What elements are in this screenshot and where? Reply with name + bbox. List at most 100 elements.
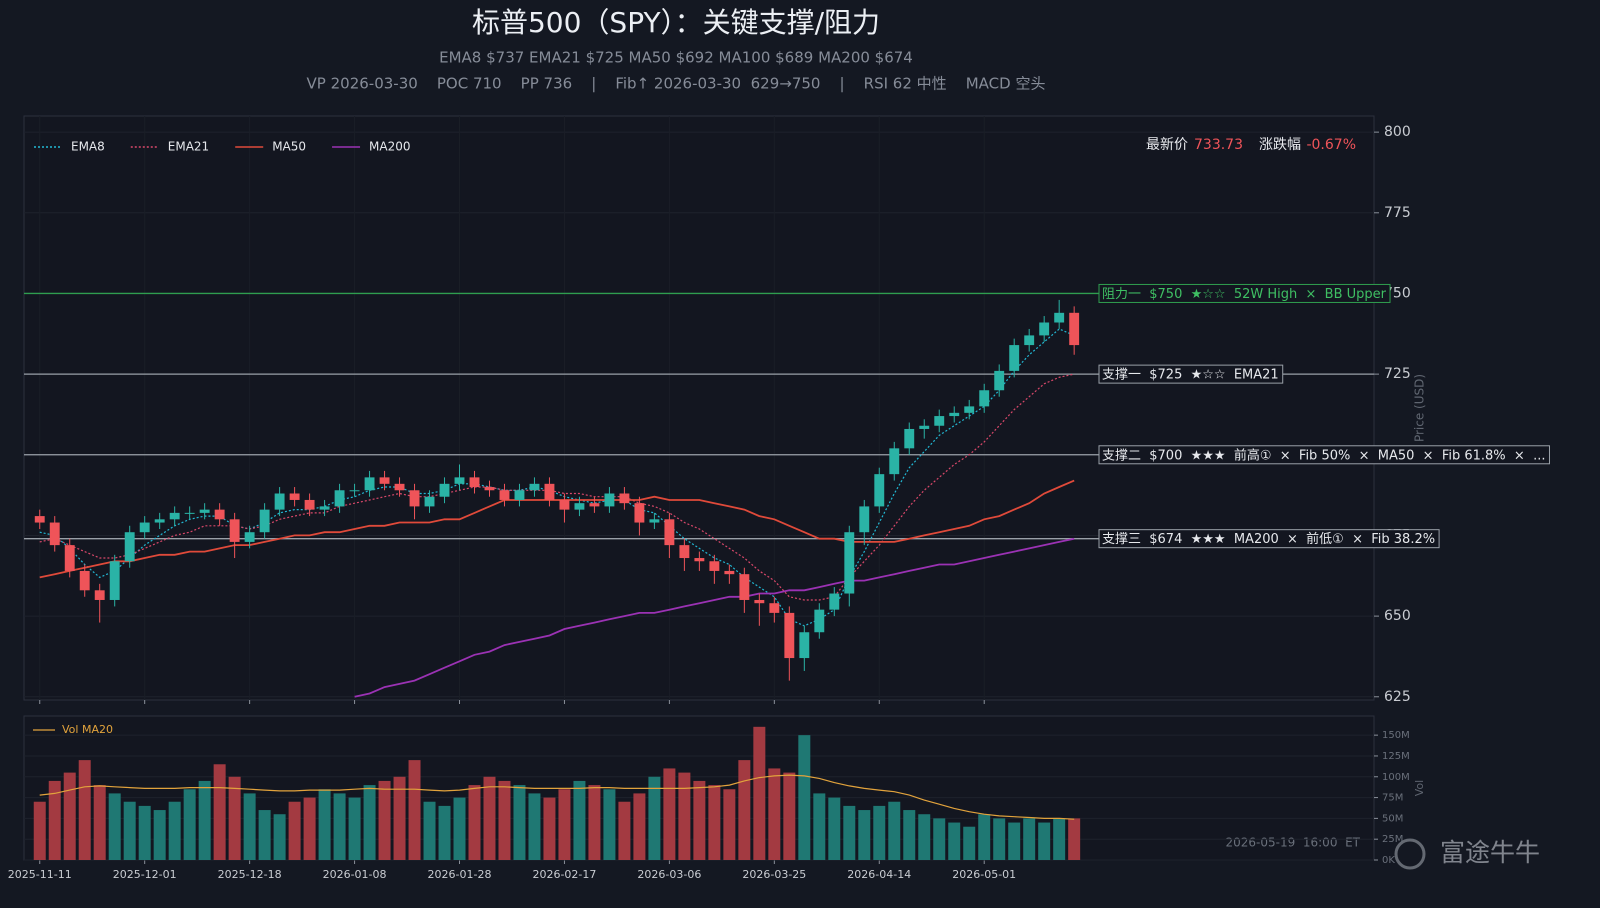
- candle-body: [304, 499, 315, 510]
- candle-body: [274, 493, 285, 510]
- volume-bar: [828, 797, 841, 860]
- candle-body: [694, 558, 705, 562]
- level-label-box: [1098, 283, 1391, 303]
- volume-bar: [993, 818, 1006, 860]
- x-tick-label: 2026-01-28: [428, 868, 492, 881]
- volume-bar: [903, 810, 916, 860]
- level-label-box: [1098, 445, 1550, 465]
- price-label: 最新价: [1146, 137, 1188, 153]
- volume-bar: [453, 797, 466, 860]
- x-tick-label: 2026-02-17: [532, 868, 596, 881]
- candle-body: [874, 474, 885, 507]
- candle-body: [799, 632, 810, 659]
- candle-body: [829, 593, 840, 610]
- volume-bar: [858, 810, 871, 860]
- candle-body: [814, 609, 825, 633]
- volume-bar: [633, 793, 646, 860]
- volume-tick-label: 100M: [1382, 772, 1410, 783]
- volume-bar: [423, 801, 436, 860]
- candle-body: [244, 532, 255, 542]
- candle-body: [1009, 345, 1020, 371]
- watermark: 富途牛牛: [1440, 838, 1540, 867]
- volume-bar: [123, 801, 136, 860]
- volume-bar: [93, 785, 106, 860]
- candle-body: [49, 522, 60, 546]
- candle-body: [634, 503, 645, 523]
- candle-body: [424, 496, 435, 507]
- candle-body: [214, 509, 225, 520]
- candle-body: [409, 490, 420, 507]
- candle-body: [859, 506, 870, 533]
- candle-body: [589, 503, 600, 507]
- level-label-box: [1098, 364, 1284, 384]
- volume-bar: [348, 797, 361, 860]
- candle-body: [499, 490, 510, 500]
- candle-body: [79, 570, 90, 591]
- volume-bar: [183, 789, 196, 860]
- ma-line: [354, 537, 1075, 698]
- volume-bar: [873, 805, 886, 860]
- candle-body: [469, 477, 480, 488]
- candle-body: [754, 599, 765, 604]
- volume-bar: [168, 801, 181, 860]
- volume-bar: [648, 776, 661, 860]
- candle-body: [394, 483, 405, 491]
- volume-bar: [63, 772, 76, 860]
- volume-bar: [753, 726, 766, 860]
- y-tick-label: 725: [1384, 366, 1411, 382]
- volume-axis-label: Vol: [1413, 780, 1426, 796]
- candle-body: [94, 590, 105, 600]
- y-tick-label: 750: [1384, 285, 1411, 301]
- volume-bar: [978, 814, 991, 860]
- change: -0.67%: [1306, 137, 1356, 153]
- candle-body: [349, 490, 360, 492]
- volume-bar: [288, 801, 301, 860]
- timestamp: 2026-05-19 16:00 ET: [1226, 836, 1361, 850]
- volume-bar: [798, 735, 811, 860]
- candle-body: [319, 506, 330, 510]
- volume-bar: [138, 805, 151, 860]
- volume-bar: [933, 818, 946, 860]
- x-tick-label: 2025-11-11: [8, 868, 72, 881]
- info-line: VP 2026-03-30 POC 710 PP 736 | Fib↑ 2026…: [307, 75, 1046, 93]
- volume-bar: [228, 776, 241, 860]
- volume-bar: [543, 797, 556, 860]
- volume-tick-label: 25M: [1382, 834, 1403, 845]
- x-tick-label: 2026-04-14: [847, 868, 911, 881]
- x-tick-label: 2026-03-25: [742, 868, 806, 881]
- candle-body: [709, 561, 720, 571]
- candle-body: [559, 499, 570, 510]
- candle-body: [1054, 312, 1065, 323]
- ma-line: [39, 479, 1075, 579]
- ma-line: [39, 373, 1075, 601]
- volume-bar: [678, 772, 691, 860]
- change-label: 涨跌幅: [1259, 137, 1301, 153]
- volume-bar: [693, 780, 706, 860]
- chart-title: 标普500（SPY）：关键支撑/阻力: [472, 6, 880, 39]
- volume-bar: [888, 801, 901, 860]
- y-tick-label: 775: [1384, 205, 1411, 221]
- volume-bar: [573, 780, 586, 860]
- x-tick-label: 2026-05-01: [952, 868, 1016, 881]
- y-tick-label: 650: [1384, 608, 1411, 624]
- candle-body: [1039, 322, 1050, 336]
- volume-bar: [588, 785, 601, 860]
- legend-label: EMA8: [71, 140, 105, 154]
- volume-bar: [48, 780, 61, 860]
- volume-bar: [243, 793, 256, 860]
- candle-body: [229, 519, 240, 542]
- volume-bar: [843, 805, 856, 860]
- level-label: 阻力一 $750 ★☆☆ 52W High × BB Upper: [1102, 287, 1387, 302]
- candle-body: [259, 509, 270, 533]
- volume-bar: [513, 785, 526, 860]
- y-tick-label: 800: [1384, 124, 1411, 140]
- candle-body: [574, 503, 585, 510]
- volume-ma-line: [39, 774, 1075, 820]
- volume-bar: [33, 801, 46, 860]
- x-tick-label: 2026-01-08: [323, 868, 387, 881]
- x-tick-label: 2026-03-06: [637, 868, 701, 881]
- volume-tick-label: 50M: [1382, 813, 1403, 824]
- volume-bar: [153, 810, 166, 860]
- candle-body: [334, 490, 345, 507]
